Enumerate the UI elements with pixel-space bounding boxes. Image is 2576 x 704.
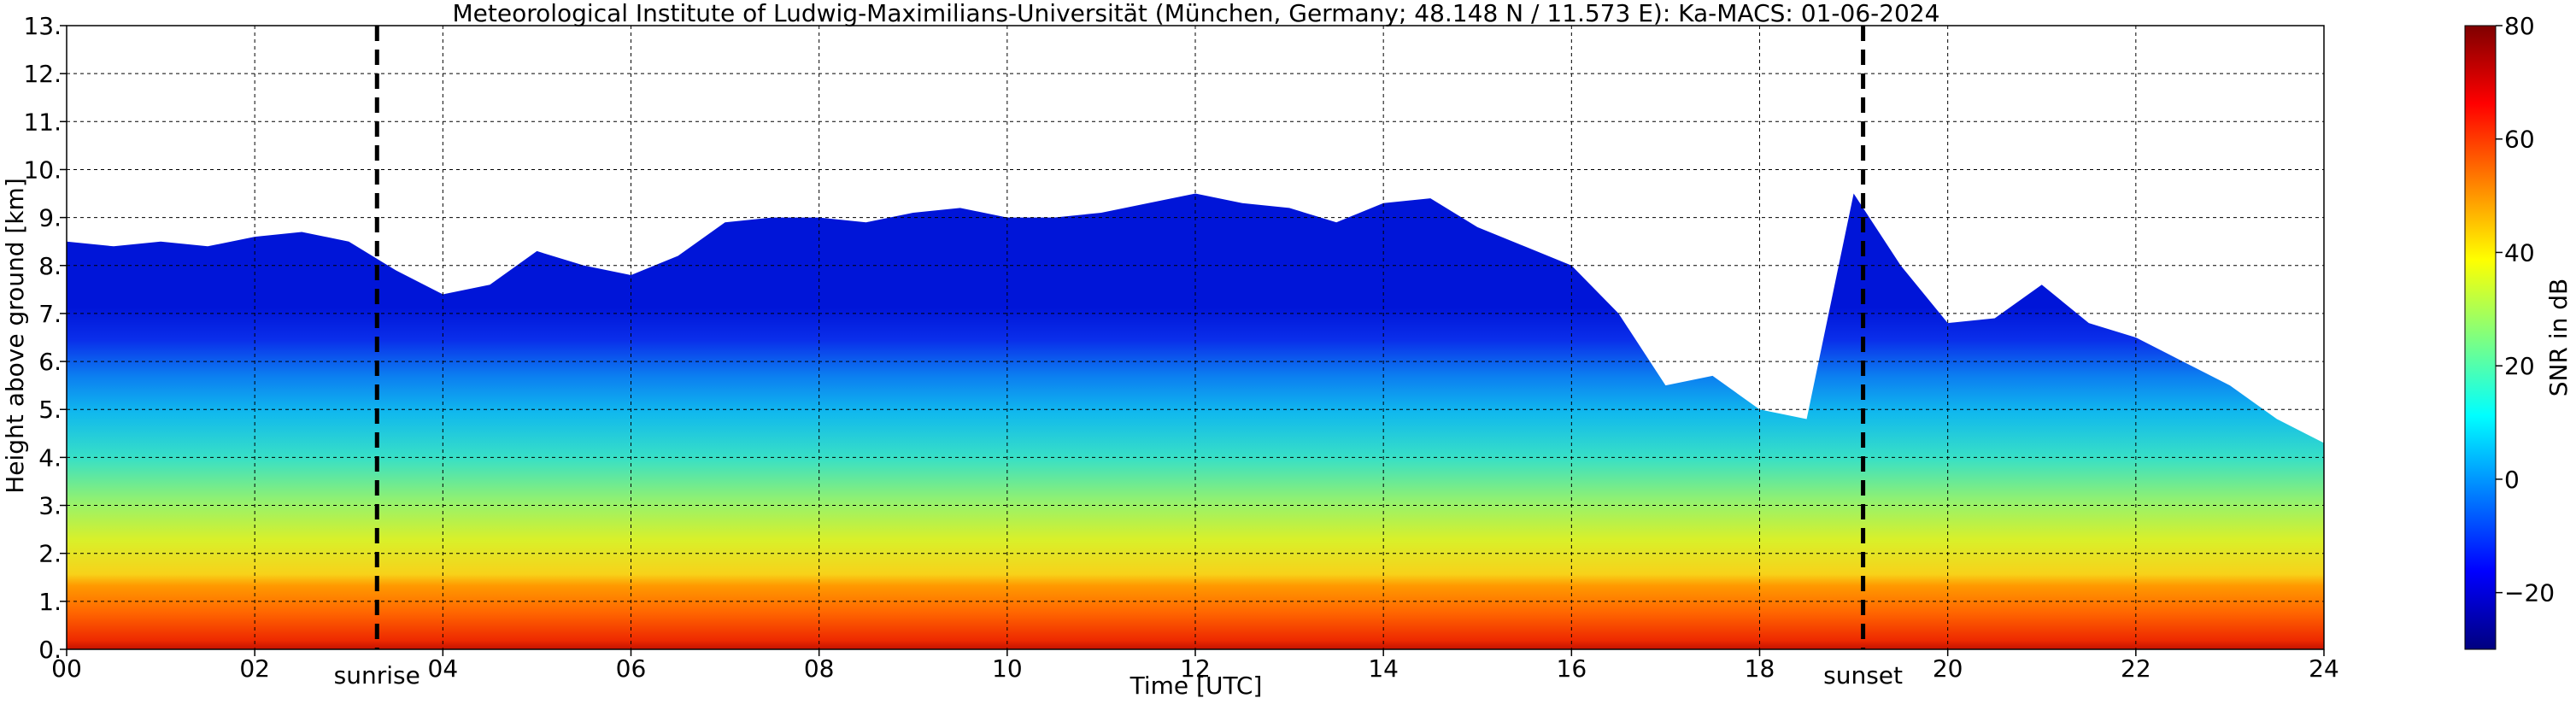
colorbar-tick-label: 20	[2504, 352, 2535, 380]
x-tick-label: 06	[616, 654, 647, 683]
y-tick-label: 3.	[38, 492, 62, 520]
sunrise-label: sunrise	[334, 661, 420, 689]
x-tick-label: 04	[428, 654, 459, 683]
colorbar-ticks: 80 60 40 20 0 −20	[2496, 12, 2555, 607]
y-tick-label: 1.	[38, 588, 62, 616]
y-axis-label: Height above ground [km]	[1, 178, 29, 494]
x-tick-label: 02	[239, 654, 270, 683]
y-tick-label: 5.	[38, 396, 62, 424]
x-tick-label: 16	[1557, 654, 1587, 683]
x-tick-label: 10	[992, 654, 1023, 683]
chart-title: Meteorological Institute of Ludwig-Maxim…	[452, 0, 1939, 27]
y-tick-label: 2.	[38, 540, 62, 568]
x-tick-label: 12	[1180, 654, 1211, 683]
y-tick-label: 8.	[38, 252, 62, 280]
y-tick-label: 4.	[38, 443, 62, 472]
y-tick-label: 6.	[38, 348, 62, 376]
x-tick-label: 08	[804, 654, 835, 683]
x-tick-label: 00	[51, 654, 82, 683]
y-tick-label: 9.	[38, 204, 62, 232]
colorbar: 80 60 40 20 0 −20 SNR in dB	[2464, 12, 2573, 650]
x-tick-label: 24	[2309, 654, 2339, 683]
sun-markers	[374, 26, 1866, 649]
y-tick-label: 0.	[38, 636, 62, 664]
y-tick-label: 7.	[38, 300, 62, 328]
x-tick-label: 18	[1745, 654, 1775, 683]
y-tick-label: 13.	[23, 12, 62, 40]
x-axis: 00 02 04 06 08 10 12 14 16 18 20 22 24 sunrise sunset	[51, 649, 2339, 689]
sunset-label: sunset	[1823, 661, 1903, 689]
x-tick-label: 14	[1368, 654, 1399, 683]
x-tick-label: 20	[1933, 654, 1963, 683]
y-tick-label: 11.	[23, 108, 62, 136]
colorbar-label: SNR in dB	[2544, 279, 2573, 396]
gridlines	[67, 26, 2324, 649]
colorbar-tick-label: 40	[2504, 238, 2535, 267]
x-tick-label: 22	[2121, 654, 2151, 683]
colorbar-tick-label: 60	[2504, 126, 2535, 154]
y-tick-label: 12.	[23, 60, 62, 88]
colorbar-tick-label: −20	[2504, 579, 2555, 607]
y-axis: 0. 1. 2. 3. 4. 5. 6. 7. 8. 9. 10. 11. 12. 13.	[23, 12, 67, 664]
x-axis-label: Time [UTC]	[1130, 672, 1263, 700]
colorbar-tick-label: 0	[2504, 466, 2520, 494]
colorbar-tick-label: 80	[2504, 12, 2535, 40]
colorbar-gradient	[2464, 25, 2497, 650]
y-tick-label: 10.	[23, 155, 62, 184]
plot-area	[66, 25, 2325, 650]
